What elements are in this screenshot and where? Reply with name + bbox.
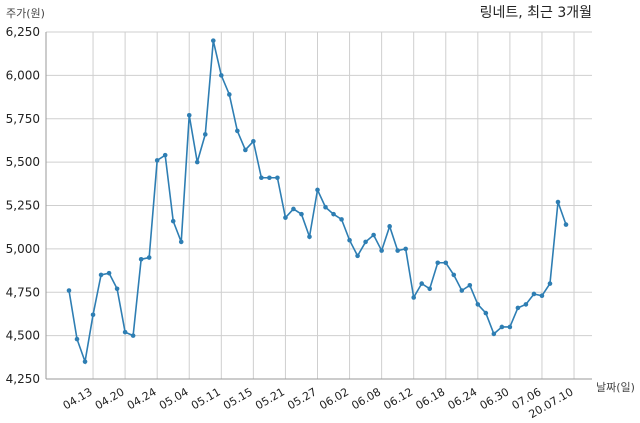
price-point — [411, 295, 416, 300]
price-point — [371, 232, 376, 238]
y-axis-label: 주가(원) — [6, 7, 45, 20]
price-point — [130, 333, 136, 338]
price-points — [66, 38, 569, 364]
x-tick-label: 04.24 — [125, 385, 159, 412]
price-point — [122, 329, 128, 335]
price-point — [515, 305, 521, 311]
chart-title: 링네트, 최근 3개월 — [480, 5, 592, 21]
price-point — [251, 139, 256, 144]
price-point — [114, 286, 120, 292]
price-point — [90, 312, 96, 318]
price-point — [323, 204, 328, 210]
y-axis-ticks: 4,250 4,500 4,750 5,000 5,250 5,500 5,750 6,000… — [6, 25, 40, 386]
price-point — [66, 288, 72, 293]
x-tick-label: 06.24 — [446, 385, 480, 412]
price-point — [531, 291, 537, 297]
x-tick-label: 04.20 — [93, 385, 127, 412]
price-point — [419, 281, 425, 286]
price-point — [443, 260, 449, 266]
y-tick-label: 5,750 — [6, 112, 40, 126]
x-axis-ticks: 04.1304.2004.2405.0405.1105.1505.2105.27… — [61, 385, 576, 421]
price-point — [235, 128, 240, 134]
price-point — [539, 293, 545, 299]
price-point — [339, 217, 344, 222]
price-point — [202, 132, 208, 137]
y-tick-label: 4,250 — [6, 372, 40, 386]
y-tick-label: 5,500 — [6, 155, 40, 169]
price-point — [387, 224, 392, 229]
price-point — [499, 324, 505, 330]
price-point — [403, 246, 408, 252]
price-point — [555, 199, 561, 205]
x-tick-label: 05.11 — [189, 385, 223, 412]
x-tick-label: 06.02 — [317, 385, 351, 412]
price-point — [194, 159, 200, 165]
price-point — [243, 147, 248, 153]
price-point — [299, 211, 304, 217]
x-tick-label: 04.13 — [61, 385, 95, 412]
price-point — [307, 234, 312, 240]
price-point — [331, 211, 336, 217]
price-point — [219, 73, 224, 78]
price-point — [275, 175, 280, 181]
price-point — [267, 175, 272, 181]
price-point — [523, 302, 529, 307]
price-point — [451, 272, 457, 278]
price-point — [146, 255, 152, 260]
price-point — [379, 248, 384, 253]
price-point — [563, 222, 569, 227]
price-point — [106, 270, 112, 276]
price-point — [347, 237, 352, 243]
price-point — [170, 218, 176, 224]
price-point — [363, 239, 368, 245]
price-point — [82, 359, 88, 364]
price-point — [74, 336, 80, 342]
price-point — [259, 175, 264, 181]
y-tick-label: 5,000 — [6, 242, 40, 256]
x-tick-label: 06.18 — [413, 385, 447, 412]
price-point — [210, 38, 216, 43]
plot-frame — [45, 32, 592, 380]
x-tick-label: 05.21 — [253, 385, 287, 412]
price-point — [395, 248, 400, 253]
y-tick-label: 4,750 — [6, 285, 40, 299]
x-tick-label: 05.15 — [221, 385, 255, 412]
x-tick-label: 06.30 — [478, 385, 512, 412]
price-point — [475, 302, 481, 307]
x-tick-label: 06.12 — [381, 385, 415, 412]
price-point — [178, 239, 184, 245]
y-tick-label: 6,250 — [6, 25, 40, 39]
x-tick-label: 06.08 — [349, 385, 383, 412]
x-axis-label: 날짜(일) — [596, 380, 635, 394]
price-point — [227, 92, 232, 97]
price-point — [507, 324, 513, 330]
price-point — [291, 206, 296, 212]
price-point — [355, 253, 360, 259]
price-point — [98, 272, 104, 278]
y-tick-label: 5,250 — [6, 199, 40, 213]
price-point — [467, 283, 473, 288]
y-tick-label: 4,500 — [6, 329, 40, 343]
x-tick-label: 05.27 — [285, 385, 319, 412]
price-point — [459, 288, 465, 293]
price-point — [283, 215, 288, 220]
price-point — [315, 187, 320, 193]
price-point — [162, 152, 168, 158]
grid-layer — [46, 31, 592, 380]
price-point — [435, 260, 441, 266]
price-point — [138, 256, 144, 262]
price-point — [547, 281, 553, 286]
price-point — [483, 310, 489, 316]
price-point — [427, 286, 433, 292]
price-point — [186, 112, 192, 118]
price-point — [491, 331, 497, 337]
y-tick-label: 6,000 — [6, 68, 40, 82]
price-point — [154, 158, 160, 163]
x-tick-label: 05.04 — [157, 385, 191, 412]
